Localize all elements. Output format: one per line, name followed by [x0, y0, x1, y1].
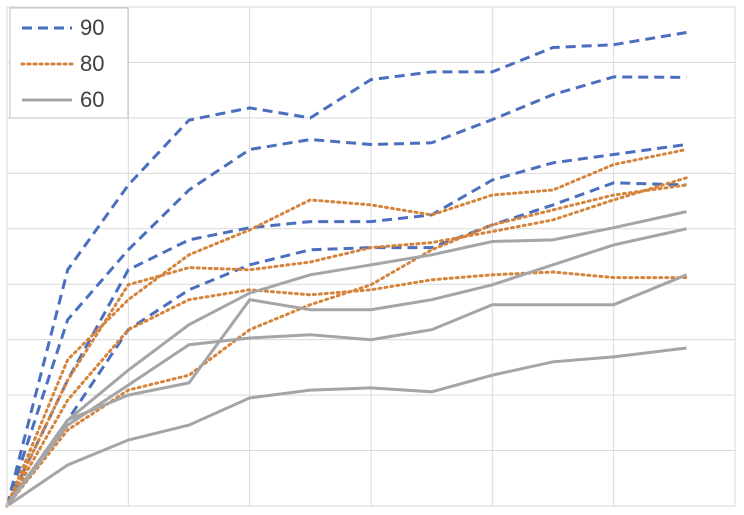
legend-label: 90 [80, 15, 104, 40]
data-line [5, 148, 688, 508]
legend: 90 80 60 [9, 7, 129, 119]
plot-frame [6, 6, 736, 507]
data-line [5, 143, 687, 507]
data-line [5, 75, 687, 507]
data-line [6, 346, 687, 508]
data-line [5, 227, 687, 507]
legend-label: 80 [80, 51, 104, 76]
data-line [5, 273, 688, 507]
data-line [5, 181, 687, 507]
data-line [5, 183, 688, 508]
data-line [5, 210, 687, 507]
data-line [5, 31, 687, 507]
legend-label: 60 [80, 87, 104, 112]
data-line [5, 270, 688, 508]
data-line [5, 176, 688, 508]
